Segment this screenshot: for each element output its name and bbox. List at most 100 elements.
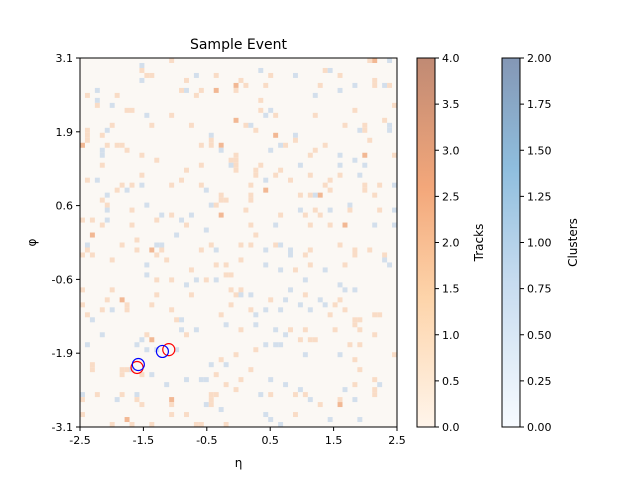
heatmap-cell	[387, 122, 393, 128]
heatmap-cell	[208, 142, 214, 148]
heatmap-cell	[372, 58, 378, 63]
heatmap-cell	[327, 67, 333, 73]
heatmap-cell	[144, 272, 150, 278]
heatmap-cell	[203, 187, 209, 193]
heatmap-cell	[312, 207, 318, 213]
heatmap-cell	[337, 402, 343, 408]
heatmap-cell	[342, 122, 348, 128]
heatmap-cell	[223, 322, 229, 328]
heatmap-cell	[124, 417, 130, 423]
heatmap-cell	[337, 242, 343, 248]
heatmap-cell	[377, 207, 383, 213]
heatmap-cell	[89, 317, 95, 323]
heatmap-cell	[327, 417, 333, 423]
heatmap-cell	[263, 112, 269, 118]
heatmap-cell	[134, 237, 140, 243]
main-plot: -2.5 -1.5 -0.5 0.5 1.5 2.5 -3.1 -1.9 -0.6 0.6 1.9…	[25, 37, 406, 470]
heatmap-cell	[169, 277, 175, 283]
heatmap-cell	[228, 157, 234, 163]
heatmap-cell	[263, 247, 269, 253]
tracks-colorbar-gradient	[416, 57, 436, 428]
heatmap-cell	[139, 67, 145, 73]
heatmap-cell	[129, 107, 135, 113]
cluster-circle	[162, 343, 176, 357]
heatmap-cell	[273, 112, 279, 118]
colorbar-tick-label: 2.5	[442, 190, 460, 203]
heatmap-cell	[372, 77, 378, 83]
heatmap-cell	[312, 112, 318, 118]
heatmap-cell	[149, 372, 155, 378]
heatmap-cell	[292, 412, 298, 418]
heatmap-cell	[89, 232, 95, 238]
heatmap-cell	[337, 397, 343, 403]
colorbar-tick-label: 1.50	[527, 144, 552, 157]
heatmap-cell	[357, 327, 363, 333]
heatmap-cell	[263, 187, 269, 193]
heatmap-cell	[164, 257, 170, 263]
heatmap-cells	[80, 58, 397, 427]
heatmap-cell	[263, 307, 269, 313]
heatmap-cell	[392, 182, 397, 188]
heatmap-cell	[144, 112, 150, 118]
heatmap-cell	[273, 132, 279, 138]
heatmap-cell	[258, 67, 264, 73]
heatmap-cell	[188, 267, 194, 273]
heatmap-cell	[223, 422, 229, 427]
heatmap-cell	[253, 127, 259, 133]
heatmap-cell	[352, 247, 358, 253]
heatmap-cell	[307, 397, 313, 403]
clusters-colorbar: 0.00 0.25 0.50 0.75 1.00 1.25 1.50 1.75 2.00 Clu…	[501, 52, 580, 434]
heatmap-cell	[119, 182, 125, 188]
heatmap-cell	[179, 87, 185, 93]
heatmap-cell	[119, 372, 125, 378]
colorbar-tick-label: 1.5	[442, 283, 460, 296]
tracks-colorbar-ticks: 0.0 0.5 1.0 1.5 2.0 2.5 3.0 3.5 4.0	[435, 52, 460, 434]
heatmap-cell	[80, 302, 85, 308]
heatmap-cell	[362, 122, 368, 128]
heatmap-cell	[99, 307, 105, 313]
heatmap-cell	[297, 207, 303, 213]
heatmap-cell	[84, 92, 90, 98]
heatmap-cell	[382, 257, 388, 263]
heatmap-cell	[129, 422, 135, 427]
heatmap-cell	[268, 417, 274, 423]
heatmap-cell	[114, 187, 120, 193]
heatmap-cell	[169, 397, 175, 403]
heatmap-cell	[119, 242, 125, 248]
heatmap-cell	[233, 292, 239, 298]
heatmap-cell	[139, 152, 145, 158]
x-tick-label: -1.5	[133, 434, 154, 447]
heatmap-cell	[253, 312, 259, 318]
heatmap-cell	[134, 397, 140, 403]
heatmap-cell	[184, 222, 189, 228]
heatmap-cell	[322, 182, 328, 188]
heatmap-cell	[198, 247, 204, 253]
heatmap-cell	[278, 212, 284, 218]
heatmap-cell	[337, 352, 343, 358]
heatmap-cell	[392, 102, 397, 108]
heatmap-cell	[317, 82, 323, 88]
heatmap-cell	[159, 247, 165, 253]
heatmap-cell	[94, 392, 100, 398]
heatmap-cell	[248, 242, 254, 248]
heatmap-cell	[387, 58, 393, 63]
heatmap-cell	[134, 342, 140, 348]
heatmap-cell	[80, 142, 85, 148]
heatmap-cell	[263, 262, 269, 268]
heatmap-cell	[154, 277, 160, 283]
heatmap-cell	[278, 167, 284, 173]
heatmap-cell	[278, 307, 284, 313]
heatmap-cell	[362, 187, 368, 193]
heatmap-cell	[283, 382, 289, 388]
heatmap-cell	[149, 72, 155, 78]
heatmap-cell	[213, 262, 219, 268]
heatmap-cell	[223, 382, 229, 388]
colorbar-tick-label: 0.75	[527, 283, 552, 296]
heatmap-cell	[114, 142, 120, 148]
heatmap-cell	[233, 352, 239, 358]
heatmap-cell	[134, 247, 140, 253]
heatmap-cell	[307, 172, 313, 178]
heatmap-cell	[139, 77, 145, 83]
heatmap-cell	[253, 172, 259, 178]
heatmap-cell	[322, 67, 328, 73]
